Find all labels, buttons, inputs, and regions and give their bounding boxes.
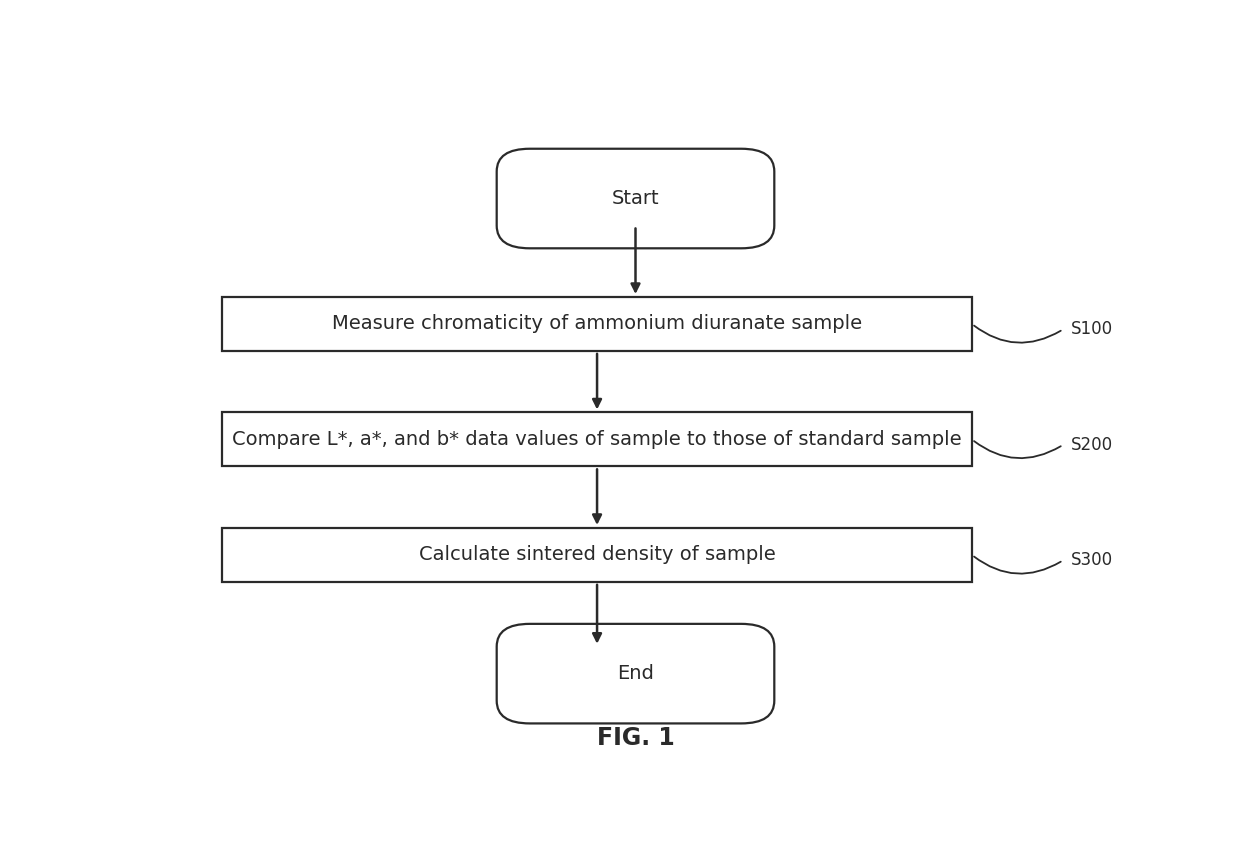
Text: Start: Start xyxy=(611,189,660,208)
FancyBboxPatch shape xyxy=(222,297,972,351)
Text: End: End xyxy=(618,664,653,683)
Text: S100: S100 xyxy=(1071,321,1114,339)
FancyBboxPatch shape xyxy=(497,149,774,249)
FancyBboxPatch shape xyxy=(521,683,755,716)
FancyBboxPatch shape xyxy=(521,208,755,241)
Text: Calculate sintered density of sample: Calculate sintered density of sample xyxy=(419,545,775,565)
Text: S300: S300 xyxy=(1071,551,1114,569)
Text: Measure chromaticity of ammonium diuranate sample: Measure chromaticity of ammonium diurana… xyxy=(332,315,862,333)
Text: Compare L*, a*, and b* data values of sample to those of standard sample: Compare L*, a*, and b* data values of sa… xyxy=(232,430,962,449)
FancyBboxPatch shape xyxy=(497,624,774,723)
FancyBboxPatch shape xyxy=(222,412,972,466)
Text: FIG. 1: FIG. 1 xyxy=(596,726,675,750)
Text: S200: S200 xyxy=(1071,436,1114,454)
FancyBboxPatch shape xyxy=(222,528,972,582)
